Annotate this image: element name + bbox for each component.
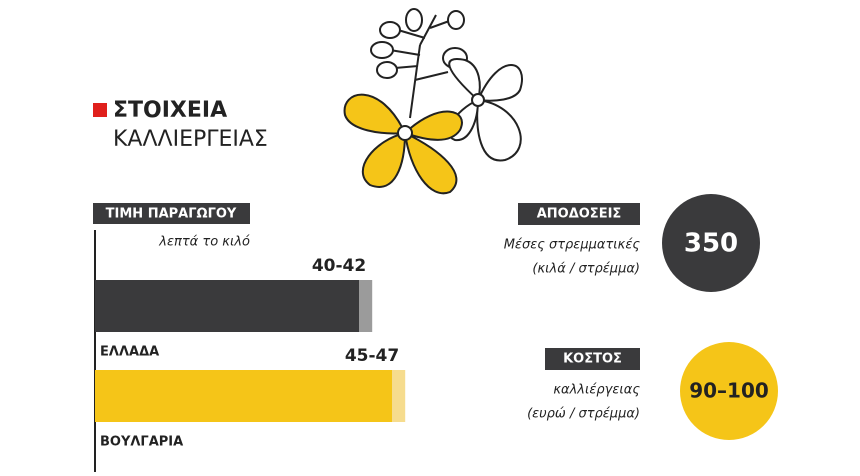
value-label: 45-47 — [345, 346, 399, 366]
value-label: 40-42 — [312, 256, 366, 276]
page-title: ΣΤΟΙΧΕΙΑ — [113, 98, 227, 123]
bar — [95, 280, 359, 332]
category-label: ΕΛΛΑΔΑ — [100, 345, 159, 360]
stat-description: (κιλά / στρέμμα) — [532, 262, 640, 277]
stat-circle — [680, 342, 778, 440]
bar-range — [359, 280, 373, 332]
stat-description: Μέσες στρεμματικές — [504, 238, 641, 253]
stat-title-box — [545, 348, 640, 370]
flower-illustration — [343, 8, 523, 195]
stat-title-box — [518, 203, 640, 225]
title-marker — [93, 103, 107, 117]
stat-value: 90–100 — [689, 379, 769, 403]
stat-title: ΚΟΣΤΟΣ — [563, 352, 622, 367]
stat-value: 350 — [684, 229, 738, 259]
stat-title: ΑΠΟΔΟΣΕΙΣ — [537, 207, 622, 222]
bar-range — [392, 370, 406, 422]
category-label: ΒΟΥΛΓΑΡΙΑ — [100, 435, 183, 450]
stat-circle — [662, 194, 760, 292]
page-subtitle: ΚΑΛΛΙΕΡΓΕΙΑΣ — [113, 127, 268, 152]
stat-description: (ευρώ / στρέμμα) — [527, 407, 640, 422]
bar — [95, 370, 392, 422]
chart-title-box — [93, 203, 250, 224]
stat-description: καλλιέργειας — [553, 383, 640, 398]
chart-title: ΤΙΜΗ ΠΑΡΑΓΩΓΟΥ — [106, 207, 237, 222]
chart-subtitle: λεπτά το κιλό — [158, 235, 250, 250]
